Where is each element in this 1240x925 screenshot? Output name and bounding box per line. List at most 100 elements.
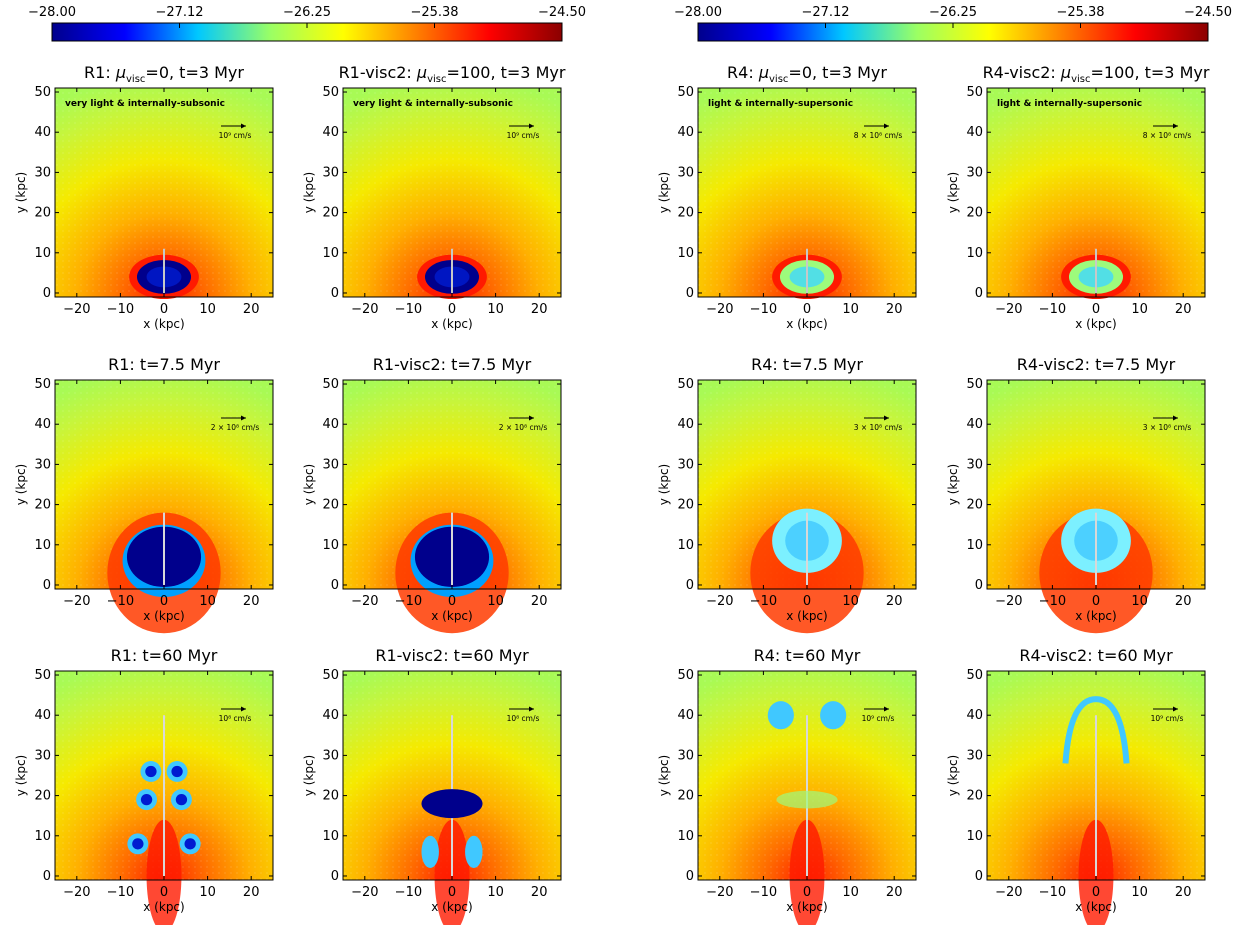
jet-structure: [421, 715, 483, 925]
panel-title: R1: μvisc=0, t=3 Myr: [84, 63, 244, 85]
panel-title: R4-visc2: μvisc=100, t=3 Myr: [983, 63, 1210, 85]
x-axis-label: x (kpc): [431, 317, 472, 331]
y-axis-label: y (kpc): [14, 172, 28, 213]
y-tick-label: 50: [677, 85, 694, 100]
y-tick-label: 40: [322, 125, 339, 140]
panel-12: R4-visc2: t=60 Myr −20 −10 0 10 20 0 10 20 30 40 50…: [946, 646, 1206, 925]
panel-2: R1-visc2: μvisc=100, t=3 Myr −20 −10 0 10 20 0…: [302, 63, 566, 331]
y-tick-label: 10: [34, 538, 51, 553]
x-tick-label: 0: [803, 885, 811, 900]
velocity-scale-label: 10⁹ cm/s: [1151, 714, 1184, 723]
y-tick-label: 0: [975, 869, 983, 884]
x-tick-label: −10: [395, 885, 422, 900]
colorbar-tick-label: −27.12: [155, 5, 203, 20]
y-tick-label: 10: [322, 538, 339, 553]
x-tick-label: −20: [351, 594, 378, 609]
y-tick-label: 40: [677, 125, 694, 140]
y-tick-label: 30: [322, 748, 339, 763]
y-tick-label: 50: [966, 377, 983, 392]
y-tick-label: 10: [677, 246, 694, 261]
x-tick-label: 0: [448, 885, 456, 900]
panel-6: R1-visc2: t=7.5 Myr −20 −10 0 10 20 0 10 20 30 40 5…: [302, 355, 562, 634]
y-tick-label: 50: [34, 377, 51, 392]
x-tick-label: 20: [1175, 302, 1192, 317]
y-tick-label: 10: [34, 829, 51, 844]
arrowhead-icon: [241, 123, 246, 129]
y-tick-label: 20: [322, 498, 339, 513]
y-axis-label: y (kpc): [946, 755, 960, 796]
y-tick-label: 40: [34, 417, 51, 432]
y-tick-label: 20: [34, 498, 51, 513]
colorbar-2: −28.00 −27.12 −26.25 −25.38 −24.50: [674, 5, 1232, 42]
panel-title: R1-visc2: μvisc=100, t=3 Myr: [339, 63, 566, 85]
x-tick-label: 0: [448, 302, 456, 317]
panel-5: R1: t=7.5 Myr −20 −10 0 10 20 0 10 20 30 40 50 x (kp…: [14, 355, 274, 634]
x-tick-label: −20: [995, 594, 1022, 609]
y-tick-label: 0: [686, 578, 694, 593]
colorbar-tick-label: −26.25: [283, 5, 331, 20]
y-tick-label: 0: [975, 286, 983, 301]
jet-structure: [772, 248, 842, 300]
x-tick-label: 0: [1092, 302, 1100, 317]
x-tick-label: 20: [886, 302, 903, 317]
y-tick-label: 0: [43, 578, 51, 593]
x-tick-label: 20: [886, 594, 903, 609]
velocity-scale-label: 3 × 10⁸ cm/s: [1143, 423, 1192, 432]
y-tick-label: 50: [677, 377, 694, 392]
x-tick-label: 20: [243, 594, 260, 609]
y-tick-label: 50: [34, 668, 51, 683]
x-tick-label: 10: [842, 885, 859, 900]
x-tick-label: −20: [351, 302, 378, 317]
arrowhead-icon: [884, 123, 889, 129]
x-tick-label: 10: [199, 885, 216, 900]
y-tick-label: 30: [677, 165, 694, 180]
y-tick-label: 20: [322, 789, 339, 804]
x-tick-label: −10: [1039, 885, 1066, 900]
velocity-scale-label: 3 × 10⁸ cm/s: [854, 423, 903, 432]
y-tick-label: 30: [322, 165, 339, 180]
arrowhead-icon: [529, 123, 534, 129]
jet-structure: [1061, 248, 1131, 300]
jet-structure: [1039, 508, 1153, 634]
x-tick-label: 0: [160, 594, 168, 609]
panel-title: R4-visc2: t=60 Myr: [1019, 646, 1173, 665]
velocity-scale-label: 8 × 10⁸ cm/s: [1143, 131, 1192, 140]
x-tick-label: 0: [803, 594, 811, 609]
x-axis-label: x (kpc): [431, 609, 472, 623]
panel-9: R1: t=60 Myr −20 −10 0 10 20 0 10 20 30 40 50 x (kpc…: [14, 646, 274, 925]
y-tick-label: 50: [677, 668, 694, 683]
y-tick-label: 40: [966, 708, 983, 723]
y-tick-label: 10: [34, 246, 51, 261]
x-tick-label: 20: [531, 885, 548, 900]
x-tick-label: 20: [243, 885, 260, 900]
y-tick-label: 0: [43, 869, 51, 884]
arrowhead-icon: [884, 415, 889, 421]
velocity-scale-label: 2 × 10⁸ cm/s: [499, 423, 548, 432]
y-tick-label: 10: [966, 246, 983, 261]
x-axis-label: x (kpc): [1075, 609, 1116, 623]
arrowhead-icon: [241, 415, 246, 421]
x-tick-label: 10: [842, 594, 859, 609]
y-tick-label: 0: [975, 578, 983, 593]
x-tick-label: 10: [487, 594, 504, 609]
x-tick-label: 20: [1175, 594, 1192, 609]
x-tick-label: −20: [63, 594, 90, 609]
panel-7: R4: t=7.5 Myr −20 −10 0 10 20 0 10 20 30 40 50 x (kp…: [657, 355, 917, 634]
x-tick-label: −10: [750, 594, 777, 609]
x-tick-label: 0: [803, 302, 811, 317]
arrowhead-icon: [884, 706, 889, 712]
colorbar-tick-label: −24.50: [1184, 5, 1232, 20]
arrowhead-icon: [241, 706, 246, 712]
colorbar-tick-label: −25.38: [1056, 5, 1104, 20]
y-tick-label: 40: [677, 708, 694, 723]
x-axis-label: x (kpc): [1075, 900, 1116, 914]
y-tick-label: 10: [322, 829, 339, 844]
x-tick-label: −10: [750, 885, 777, 900]
y-tick-label: 40: [34, 708, 51, 723]
x-tick-label: 20: [531, 302, 548, 317]
colorbar-tick-label: −28.00: [28, 5, 76, 20]
velocity-scale-label: 8 × 10⁸ cm/s: [854, 131, 903, 140]
y-tick-label: 30: [966, 165, 983, 180]
y-tick-label: 20: [34, 789, 51, 804]
panel-3: R4: μvisc=0, t=3 Myr −20 −10 0 10 20 0 10 20 30 40…: [657, 63, 917, 331]
